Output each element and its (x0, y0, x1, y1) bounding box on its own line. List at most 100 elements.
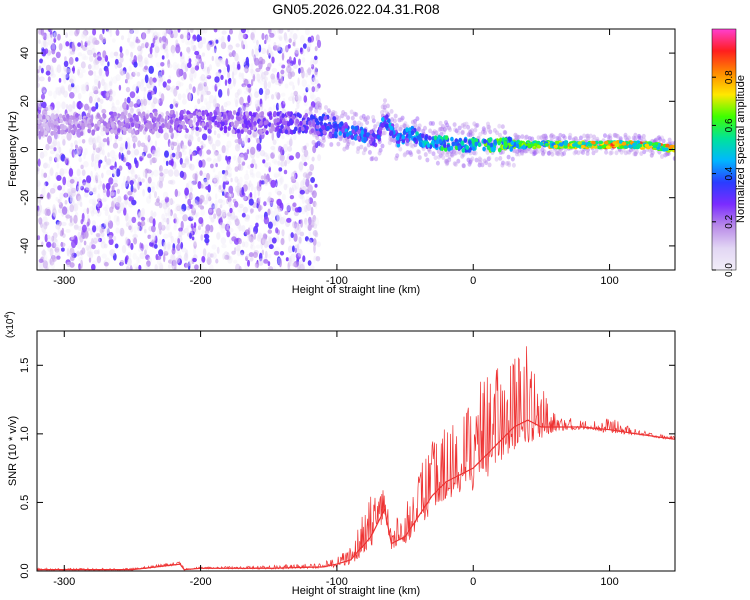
spectrogram-cell (125, 265, 130, 270)
spectrogram-cell (174, 263, 177, 270)
spectrogram-cell (165, 202, 170, 208)
spectrogram-cell (236, 244, 241, 252)
spectrogram-cell (247, 83, 252, 88)
spectrogram-ridge-cell (189, 122, 193, 128)
spectrogram-cell (254, 91, 260, 98)
spectrogram-cell (227, 44, 233, 51)
spectrogram-cell (303, 149, 309, 158)
spectrogram-ridge-cell (664, 147, 669, 151)
spectrogram-cell (273, 173, 279, 178)
spectrogram-cell (122, 102, 128, 110)
spectrogram-cell (257, 79, 261, 84)
spectrogram-cell (71, 239, 77, 249)
spectrogram-cell (192, 206, 195, 212)
spectrogram-cell (102, 183, 106, 191)
spectrogram-cell (166, 85, 171, 91)
spectrogram-cell (289, 195, 295, 200)
spectrogram-cell (98, 104, 103, 110)
spectrogram-cell (474, 157, 479, 163)
spectrogram-cell (212, 252, 217, 259)
spectrogram-cell (150, 102, 155, 110)
spectrogram-cell (45, 143, 50, 151)
spectrogram-cell (206, 90, 211, 96)
spectrogram-ridge-cell (295, 119, 300, 124)
spectrogram-cell (142, 188, 146, 197)
spectrogram-cell (245, 255, 249, 262)
spectrogram-cell (572, 150, 577, 156)
spectrogram-cell (49, 187, 56, 194)
spectrogram-cell (102, 149, 105, 156)
spectrogram-cell (244, 107, 248, 113)
spectrogram-ridge-cell (278, 128, 283, 134)
spectrogram-ridge-cell (401, 134, 406, 140)
spectrogram-cell (137, 58, 142, 67)
spectrogram-cell (380, 143, 385, 149)
spectrogram-cell (562, 151, 566, 156)
spectrogram-cell (142, 39, 148, 44)
spectrogram-cell (49, 150, 56, 155)
spectrogram-cell (175, 257, 181, 264)
spectrogram-ridge-cell (420, 133, 425, 139)
spectrogram-ridge-cell (619, 145, 625, 149)
spectrogram-cell (263, 179, 269, 186)
spectrogram-cell (280, 92, 286, 97)
spectrogram-cell (255, 149, 261, 159)
spectrogram-cell (307, 36, 312, 44)
spectrogram-ridge-cell (208, 120, 212, 126)
spectrogram-ridge-cell (669, 144, 674, 149)
spectrogram-cell (208, 214, 213, 220)
spectrogram-cell (484, 160, 489, 166)
spectrogram-cell (181, 203, 187, 212)
spectrogram-cell (47, 234, 51, 240)
spectrogram-cell (264, 162, 269, 168)
spectrogram-ridge-cell (117, 128, 121, 133)
spectrogram-cell (211, 55, 214, 62)
spectrogram-cell (316, 101, 321, 106)
spectrogram-ridge-cell (284, 129, 289, 135)
spectrogram-cell (130, 149, 136, 159)
spectrogram-cell (111, 200, 115, 210)
spectrogram-cell (150, 81, 155, 89)
spectrogram-cell (76, 101, 81, 109)
spectrogram-cell (156, 256, 162, 260)
spectrogram-cell (100, 236, 106, 244)
spectrogram-cell (281, 64, 286, 69)
spectrogram-cell (38, 261, 42, 268)
spectrogram-cell (93, 70, 97, 77)
spectrogram-cell (193, 116, 197, 123)
spectrogram-cell (80, 61, 86, 69)
snr-x-label: Height of straight line (km) (292, 585, 420, 597)
spectrogram-cell (159, 76, 163, 82)
spectrogram-cell (83, 240, 87, 246)
spectrogram-ridge-cell (145, 114, 149, 120)
spectrogram-cell (121, 70, 126, 76)
spectrogram-cell (267, 47, 272, 56)
spectrogram-cell (78, 139, 81, 144)
spectrogram-cell (111, 185, 115, 192)
spectrogram-cell (39, 151, 45, 159)
spectrogram-cell (279, 251, 285, 256)
spectrogram-cell (179, 170, 185, 178)
spectrogram-cell (257, 232, 263, 240)
spectrogram-cell (129, 57, 134, 63)
spectrogram-ridge-cell (269, 128, 273, 134)
spectrogram-cell (171, 49, 175, 57)
spectrogram-cell (264, 39, 267, 45)
spectrogram-cell (189, 72, 194, 81)
spectrogram-cell (97, 80, 101, 90)
spectrogram-cell (634, 149, 639, 155)
spectrogram-cell (231, 236, 237, 242)
spectrogram-cell (37, 158, 41, 167)
spectrogram-cell (79, 254, 84, 260)
spectrogram-ridge-cell (433, 135, 438, 141)
spectrogram-cell (162, 43, 166, 50)
spectrogram-cell (454, 128, 459, 134)
spectrogram-cell (172, 258, 177, 268)
spectrogram-cell (137, 45, 142, 52)
spectrogram-cell (447, 157, 452, 163)
spectrogram-cell (288, 233, 292, 242)
spectrogram-cell (68, 168, 74, 177)
spectrogram-cell (87, 49, 93, 56)
spectrogram-cell (43, 162, 48, 169)
spectrogram-cell (310, 94, 317, 100)
